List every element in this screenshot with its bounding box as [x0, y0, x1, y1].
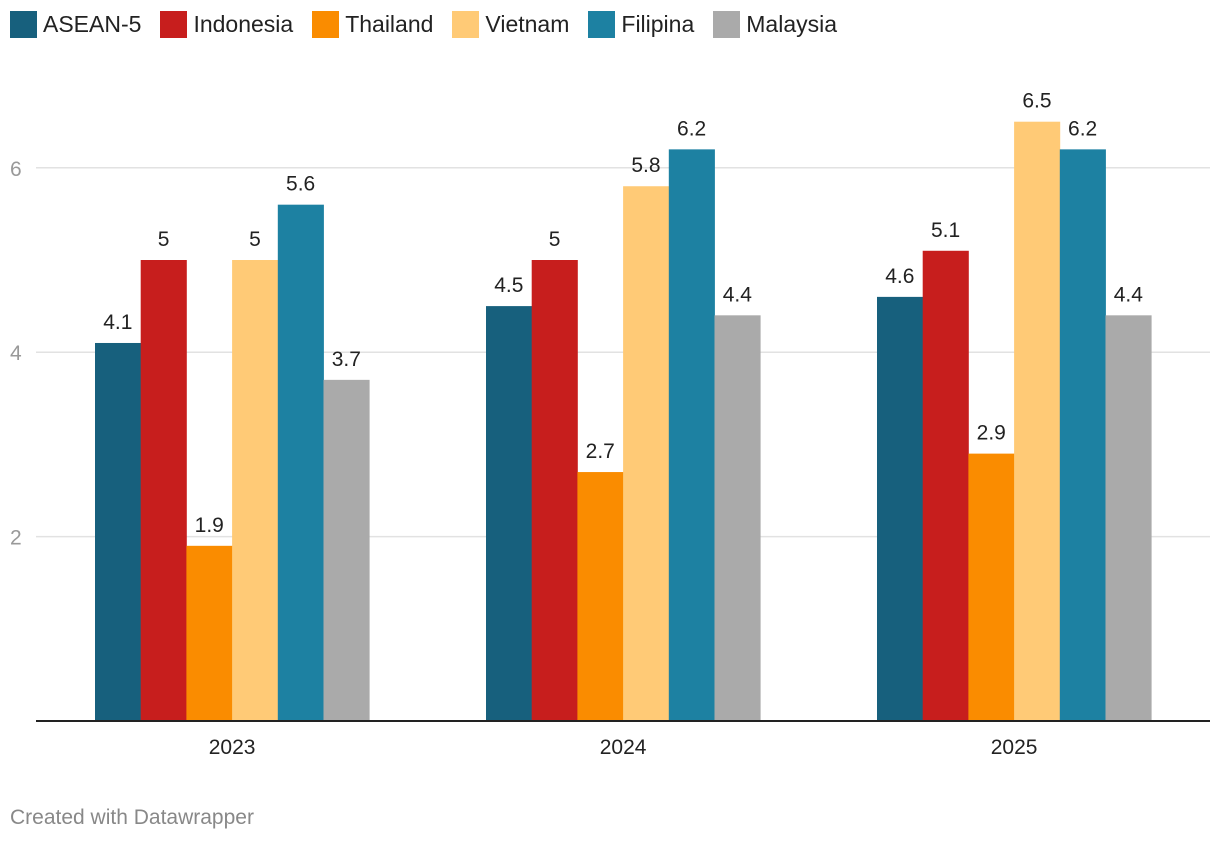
- legend-label: Thailand: [345, 11, 434, 37]
- bar: [277, 204, 324, 721]
- legend-item-filipina: Filipina: [588, 11, 694, 38]
- data-label: 5.1: [931, 219, 960, 242]
- y-tick-label: 6: [10, 158, 22, 181]
- legend-swatch: [312, 11, 340, 38]
- data-label: 4.5: [494, 274, 523, 297]
- bar: [877, 296, 924, 721]
- data-label: 5.8: [631, 154, 660, 177]
- bar: [922, 250, 969, 721]
- data-label: 4.4: [723, 283, 753, 306]
- y-tick-label: 4: [10, 342, 22, 365]
- legend-item-thailand: Thailand: [312, 11, 433, 38]
- data-label: 3.7: [332, 348, 361, 371]
- data-label: 2.7: [586, 440, 615, 463]
- legend-label: Filipina: [621, 11, 695, 37]
- bar: [1105, 315, 1152, 721]
- data-label: 5: [249, 228, 261, 251]
- legend-swatch: [160, 11, 188, 38]
- x-tick-label: 2024: [600, 736, 647, 759]
- bar: [1059, 149, 1106, 722]
- bar: [968, 453, 1015, 721]
- bar: [140, 260, 187, 721]
- bar: [323, 379, 370, 721]
- bar: [623, 186, 670, 722]
- y-tick-label: 2: [10, 527, 22, 550]
- legend-item-vietnam: Vietnam: [452, 11, 569, 38]
- credit-text: Created with Datawrapper: [10, 806, 254, 829]
- bar: [531, 260, 578, 721]
- bar: [95, 342, 142, 721]
- legend-label: Indonesia: [193, 11, 294, 37]
- legend-item-malaysia: Malaysia: [713, 11, 837, 38]
- data-label: 4.4: [1114, 283, 1144, 306]
- data-label: 5: [158, 228, 170, 251]
- bar: [232, 260, 279, 721]
- legend-label: Malaysia: [746, 11, 838, 37]
- data-label: 2.9: [977, 422, 1006, 445]
- bar: [577, 472, 624, 721]
- legend-item-indonesia: Indonesia: [160, 11, 293, 38]
- chart-legend: ASEAN-5 Indonesia Thailand Vietnam Filip…: [10, 11, 856, 38]
- data-label: 6.5: [1022, 90, 1051, 113]
- bar: [186, 545, 233, 721]
- bar: [486, 306, 533, 721]
- data-label: 4.1: [103, 311, 132, 334]
- x-tick-label: 2023: [209, 736, 256, 759]
- data-label: 5: [549, 228, 561, 251]
- bar: [668, 149, 715, 722]
- data-label: 1.9: [195, 514, 224, 537]
- legend-swatch: [452, 11, 480, 38]
- data-label: 6.2: [677, 117, 706, 140]
- data-label: 6.2: [1068, 117, 1097, 140]
- legend-label: ASEAN-5: [43, 11, 142, 37]
- legend-swatch: [588, 11, 616, 38]
- legend-swatch: [10, 11, 37, 38]
- bar: [714, 315, 761, 721]
- data-label: 4.6: [885, 265, 914, 288]
- data-label: 5.6: [286, 173, 315, 196]
- legend-item-asean-5: ASEAN-5: [10, 11, 141, 38]
- x-tick-label: 2025: [991, 736, 1038, 759]
- legend-swatch: [713, 11, 741, 38]
- bar: [1014, 121, 1061, 721]
- legend-label: Vietnam: [485, 11, 570, 37]
